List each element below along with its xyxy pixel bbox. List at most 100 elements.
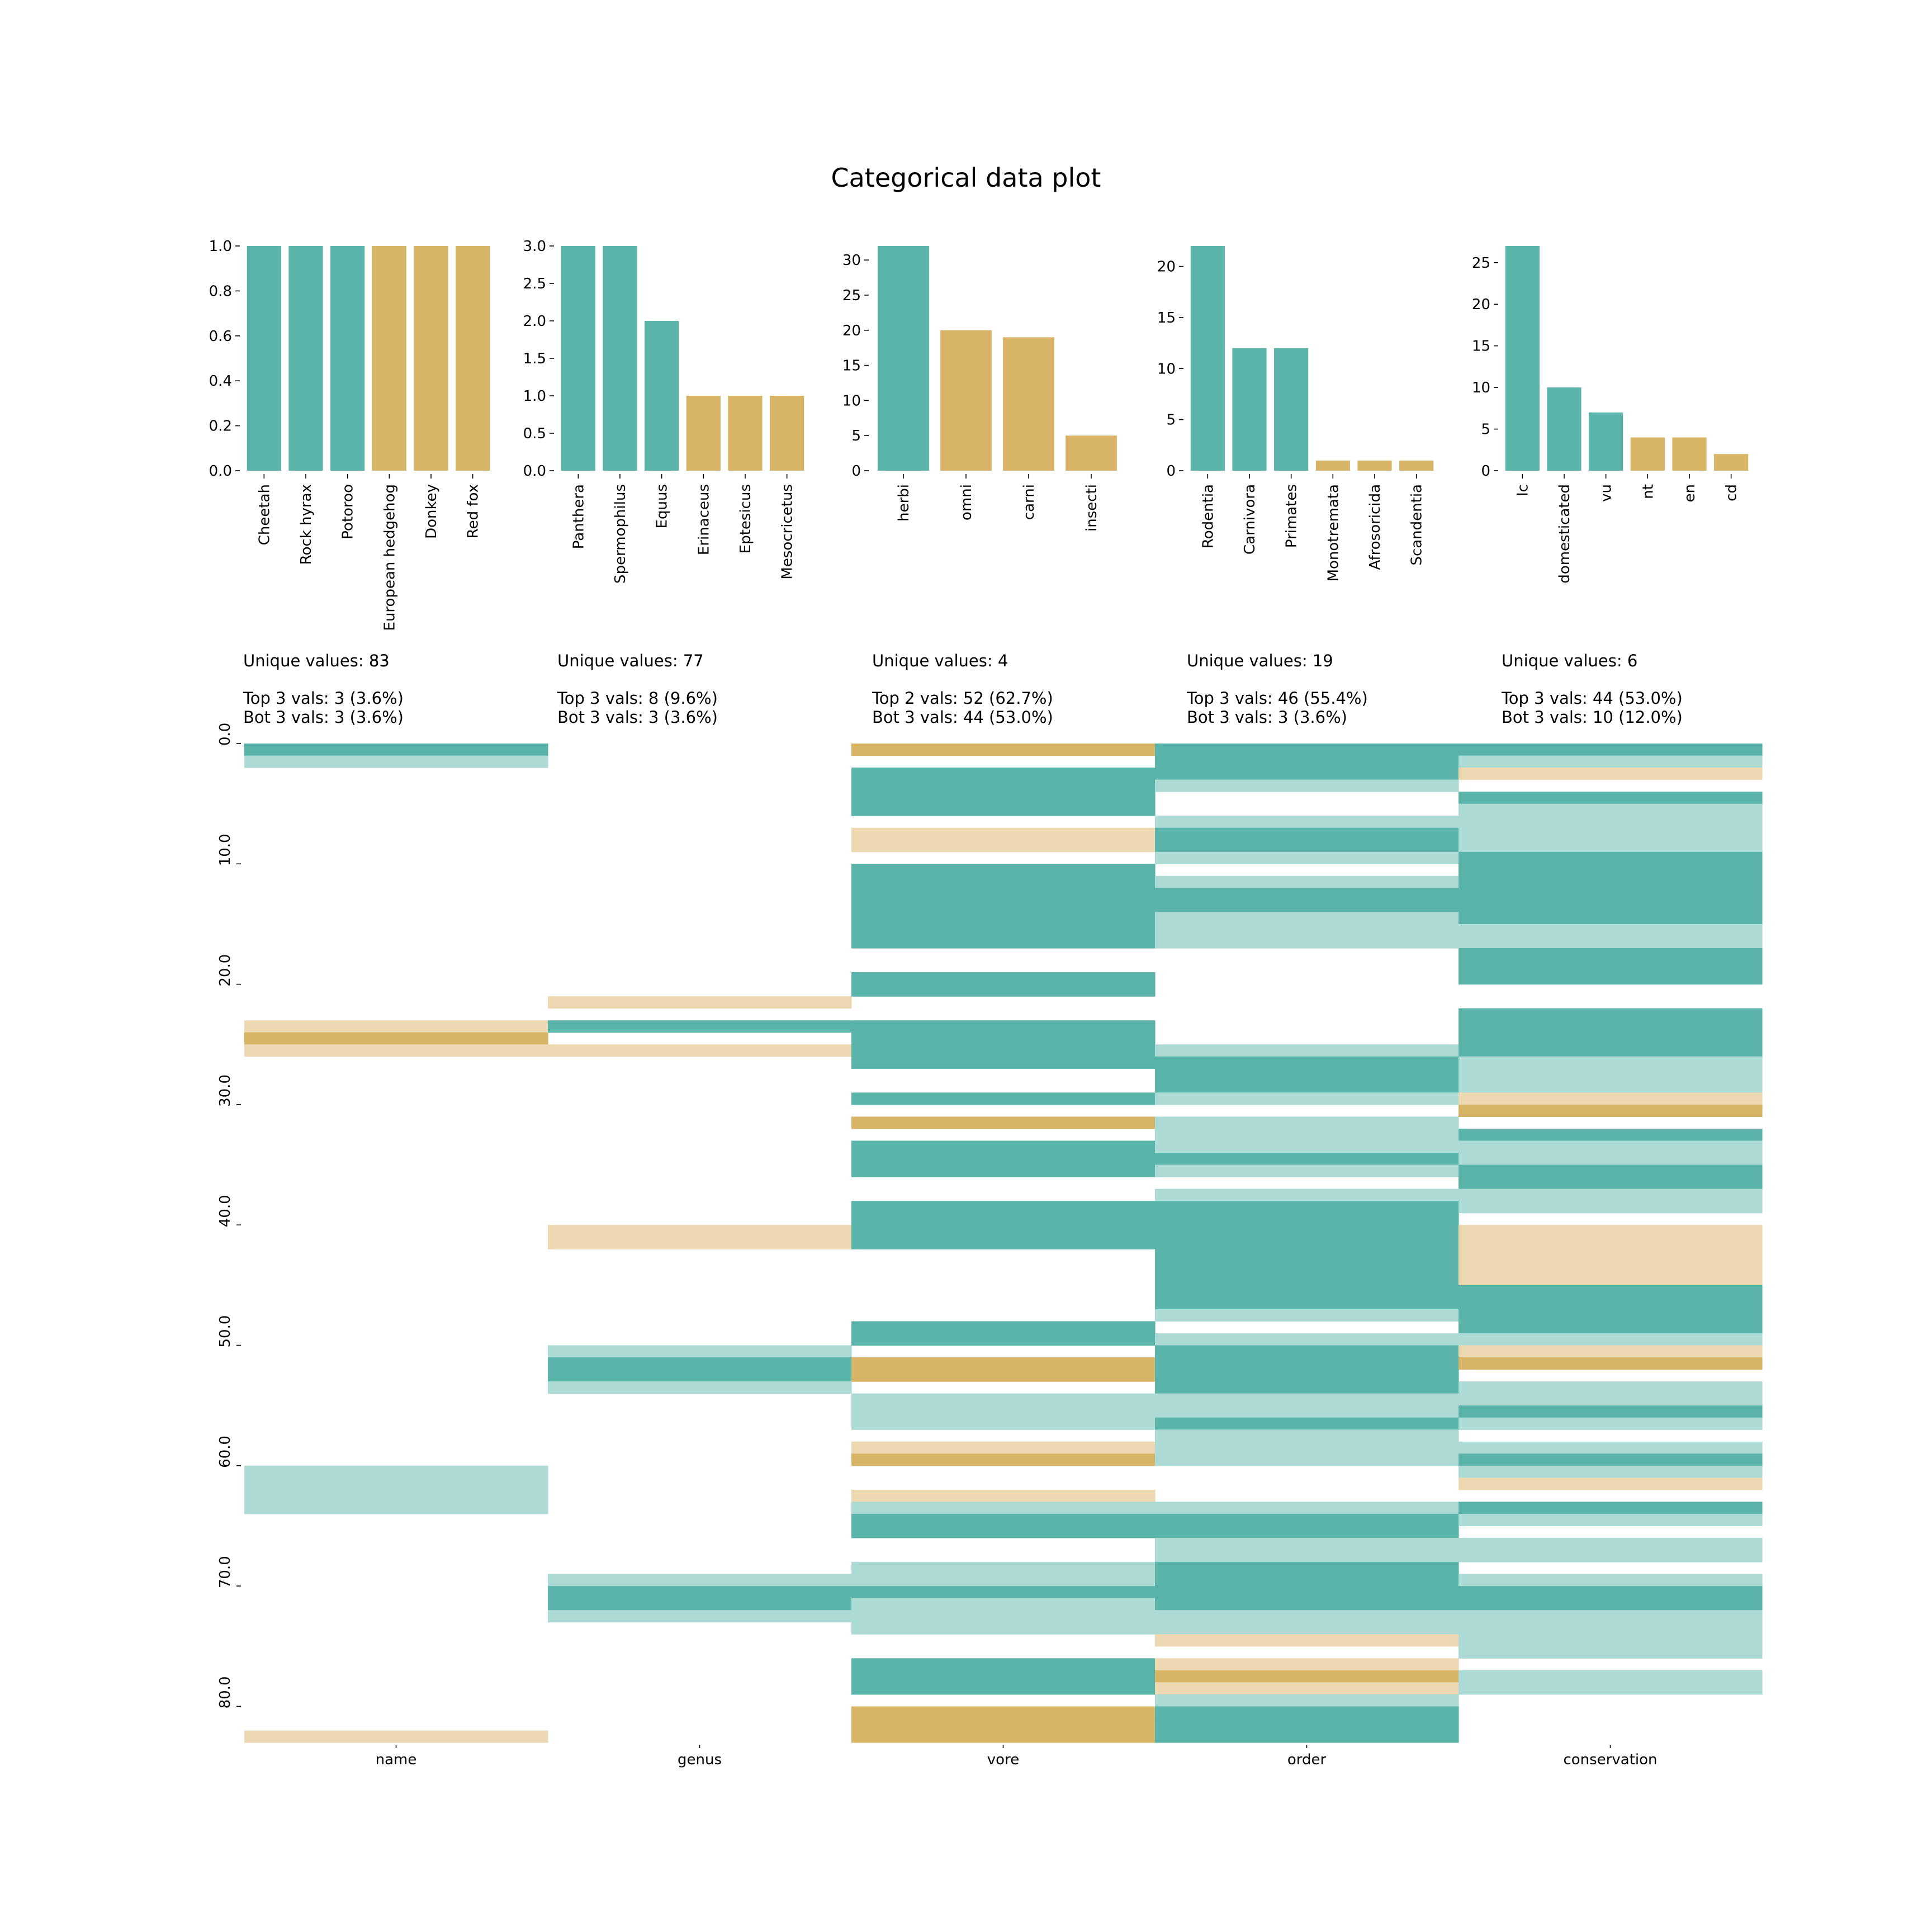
heatmap-column-label: vore	[987, 1751, 1019, 1768]
heatmap-cell	[1155, 840, 1459, 853]
heatmap-cell	[1155, 1285, 1459, 1298]
bar-domesticated	[1547, 387, 1581, 471]
heatmap-cell	[1459, 851, 1763, 864]
heatmap-cell	[851, 936, 1156, 949]
heatmap-cell	[548, 1381, 852, 1394]
heatmap-cell	[851, 1321, 1156, 1334]
x-tick-label: Potoroo	[340, 484, 357, 539]
x-tick-label: Red fox	[465, 484, 482, 538]
x-tick-label: herbi	[896, 484, 912, 522]
heatmap-cell	[1459, 1574, 1763, 1587]
heatmap-cell	[851, 768, 1156, 780]
y-tick-label: 2.5	[523, 276, 546, 292]
y-tick-label: 5	[851, 428, 861, 444]
stats-panel-4: Unique values: 19 Top 3 vals: 46 (55.4%)B…	[1186, 651, 1368, 727]
heatmap-cell	[851, 1153, 1156, 1166]
stat-top: Top 3 vals: 44 (53.0%)	[1501, 689, 1683, 708]
heatmap-cell	[851, 1489, 1156, 1502]
heatmap-cell	[1155, 1405, 1459, 1418]
heatmap-cell	[548, 1225, 852, 1238]
x-tick-label: Donkey	[423, 484, 440, 539]
x-tick-label: domesticated	[1556, 484, 1573, 584]
x-tick-label: Carnivora	[1242, 484, 1258, 555]
y-tick-label: 1.0	[209, 238, 232, 255]
heatmap-cell	[1459, 1393, 1763, 1406]
heatmap-cell	[548, 1044, 852, 1057]
heatmap-cell	[851, 864, 1156, 877]
bar-cd	[1714, 454, 1749, 471]
heatmap-cell	[851, 1357, 1156, 1370]
y-tick-label: 25	[842, 287, 861, 304]
heatmap-cell	[1459, 792, 1763, 804]
heatmap-cell	[851, 875, 1156, 888]
heatmap-cell	[1459, 744, 1763, 756]
heatmap-cell	[1459, 1357, 1763, 1370]
heatmap-cell	[851, 1333, 1156, 1346]
heatmap-cell	[244, 1465, 548, 1478]
heatmap-cell	[1459, 1550, 1763, 1562]
heatmap-cell	[1155, 1261, 1459, 1273]
heatmap-cell	[1459, 1128, 1763, 1142]
bar-eptesicus	[728, 396, 763, 471]
heatmap-cell	[1459, 1513, 1763, 1527]
heatmap-cell	[1459, 1153, 1763, 1166]
heatmap-cell	[851, 1730, 1156, 1743]
stat-bot: Bot 3 vals: 10 (12.0%)	[1502, 708, 1683, 727]
heatmap-cell	[1155, 1622, 1459, 1635]
heatmap-cell	[548, 1020, 852, 1033]
bar-carni	[1003, 337, 1054, 471]
heatmap-cell	[851, 912, 1156, 925]
heatmap-cell	[1459, 1056, 1763, 1069]
heatmap-cell	[1459, 864, 1763, 877]
heatmap-cell	[1155, 1225, 1459, 1238]
y-tick-label: 20	[1157, 259, 1176, 276]
heatmap-cell	[851, 827, 1156, 840]
heatmap-cell	[244, 1502, 548, 1514]
heatmap-cell	[1459, 1682, 1763, 1695]
heatmap-cell	[851, 1598, 1156, 1611]
heatmap-cell	[851, 1369, 1156, 1382]
heatmap-cell	[1155, 1381, 1459, 1394]
heatmap-cell	[1459, 1020, 1763, 1033]
heatmap-cell	[851, 1502, 1156, 1514]
heatmap-cell	[1459, 1598, 1763, 1611]
heatmap-cell	[1459, 1441, 1763, 1454]
heatmap-cell	[548, 1357, 852, 1370]
heatmap-cell	[851, 744, 1156, 756]
heatmap-cell	[1155, 936, 1459, 949]
heatmap-cell	[1459, 936, 1763, 949]
heatmap-cell	[1459, 1622, 1763, 1635]
y-tick-label: 0.0	[523, 463, 546, 480]
stats-panel-2: Unique values: 77 Top 3 vals: 8 (9.6%)Bot…	[557, 651, 718, 727]
heatmap-column-label: name	[376, 1751, 417, 1768]
heatmap-column-order	[1155, 744, 1459, 1743]
heatmap-cell	[1155, 1056, 1459, 1069]
x-tick-label: nt	[1640, 484, 1656, 499]
heatmap-cell	[851, 1586, 1156, 1599]
y-tick-label: 1.0	[523, 388, 546, 405]
heatmap-cell	[1459, 1164, 1763, 1177]
heatmap-cell	[851, 1574, 1156, 1587]
heatmap-cell	[1459, 1249, 1763, 1262]
heatmap-cell	[244, 744, 548, 756]
bar-european-hedgehog	[372, 246, 406, 471]
heatmap-cell	[1459, 1104, 1763, 1117]
heatmap-cell	[851, 1622, 1156, 1635]
heatmap-cell	[1155, 1092, 1459, 1105]
heatmap-cell	[244, 755, 548, 768]
heatmap-cell	[1155, 744, 1459, 756]
heatmap-cell	[244, 1020, 548, 1033]
heatmap-cell	[548, 1598, 852, 1611]
bar-panel-5: 0 5 10 15 20 25 lc domesticated vu nt en cd	[1472, 246, 1749, 584]
heatmap-column-genus	[548, 996, 852, 1623]
heatmap-cell	[1155, 1153, 1459, 1166]
heatmap-cell	[1155, 1116, 1459, 1129]
y-tick-label: 0.8	[209, 283, 232, 300]
heatmap-y-tick-label: 70.0	[217, 1556, 234, 1588]
heatmap-cell	[851, 840, 1156, 853]
y-tick-label: 2.0	[523, 313, 546, 330]
y-tick-label: 0	[851, 463, 861, 480]
bar-cheetah	[247, 246, 281, 471]
heatmap-column-name	[244, 744, 548, 1743]
x-tick-label: Cheetah	[256, 484, 273, 545]
